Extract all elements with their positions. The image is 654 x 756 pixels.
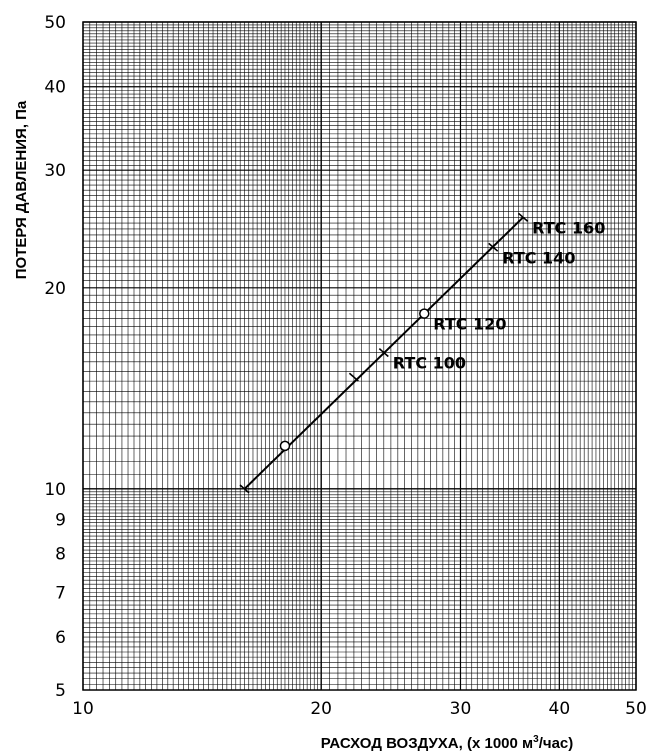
chart-grid (82, 21, 637, 691)
data-point-tick (378, 348, 389, 358)
x-axis-label-sup: 3 (533, 734, 539, 745)
data-point-tick (488, 242, 499, 252)
series-annotation: RTC 140 (502, 248, 575, 267)
marker-layer (239, 212, 529, 494)
y-tick-label: 8 (55, 545, 66, 565)
data-point-tick (518, 212, 529, 222)
x-axis-label: РАСХОД ВОЗДУХА, (х 1000 м3/час) (321, 734, 574, 752)
y-tick-label: 50 (44, 13, 66, 33)
y-tick-label: 10 (44, 480, 66, 500)
data-point-circle (279, 440, 291, 452)
x-axis-label-tail: /час) (539, 735, 574, 752)
y-tick-label: 5 (55, 681, 66, 701)
x-tick-label: 30 (450, 699, 472, 719)
x-tick-label: 20 (310, 699, 332, 719)
y-tick-label: 6 (55, 628, 66, 648)
y-tick-label: 30 (44, 161, 66, 181)
x-tick-label: 10 (72, 699, 94, 719)
y-tick-label: 9 (55, 510, 66, 530)
y-tick-label: 40 (44, 78, 66, 98)
series-annotation: RTC 120 (433, 315, 506, 334)
annotation-layer: RTC 100 RTC 120 RTC 140 RTC 160 (393, 218, 606, 372)
y-tick-label: 20 (44, 279, 66, 299)
x-tick-label: 40 (549, 699, 571, 719)
y-axis-label: ПОТЕРЯ ДАВЛЕНИЯ, Па (13, 100, 30, 279)
y-tick-label: 7 (55, 583, 66, 603)
data-point-circle (419, 308, 430, 319)
y-tick-labels: 5 6 7 8 9 10 20 30 40 50 (44, 13, 66, 701)
x-tick-label: 50 (625, 699, 647, 719)
data-point-tick (348, 372, 359, 382)
series-annotation: RTC 100 (393, 354, 466, 373)
x-tick-labels: 10 20 30 40 50 (72, 699, 647, 719)
plot-frame (82, 21, 637, 691)
series-annotation: RTC 160 (532, 218, 605, 237)
x-axis-label-main: РАСХОД ВОЗДУХА, (х 1000 м (321, 735, 533, 752)
data-point-tick (239, 484, 250, 494)
